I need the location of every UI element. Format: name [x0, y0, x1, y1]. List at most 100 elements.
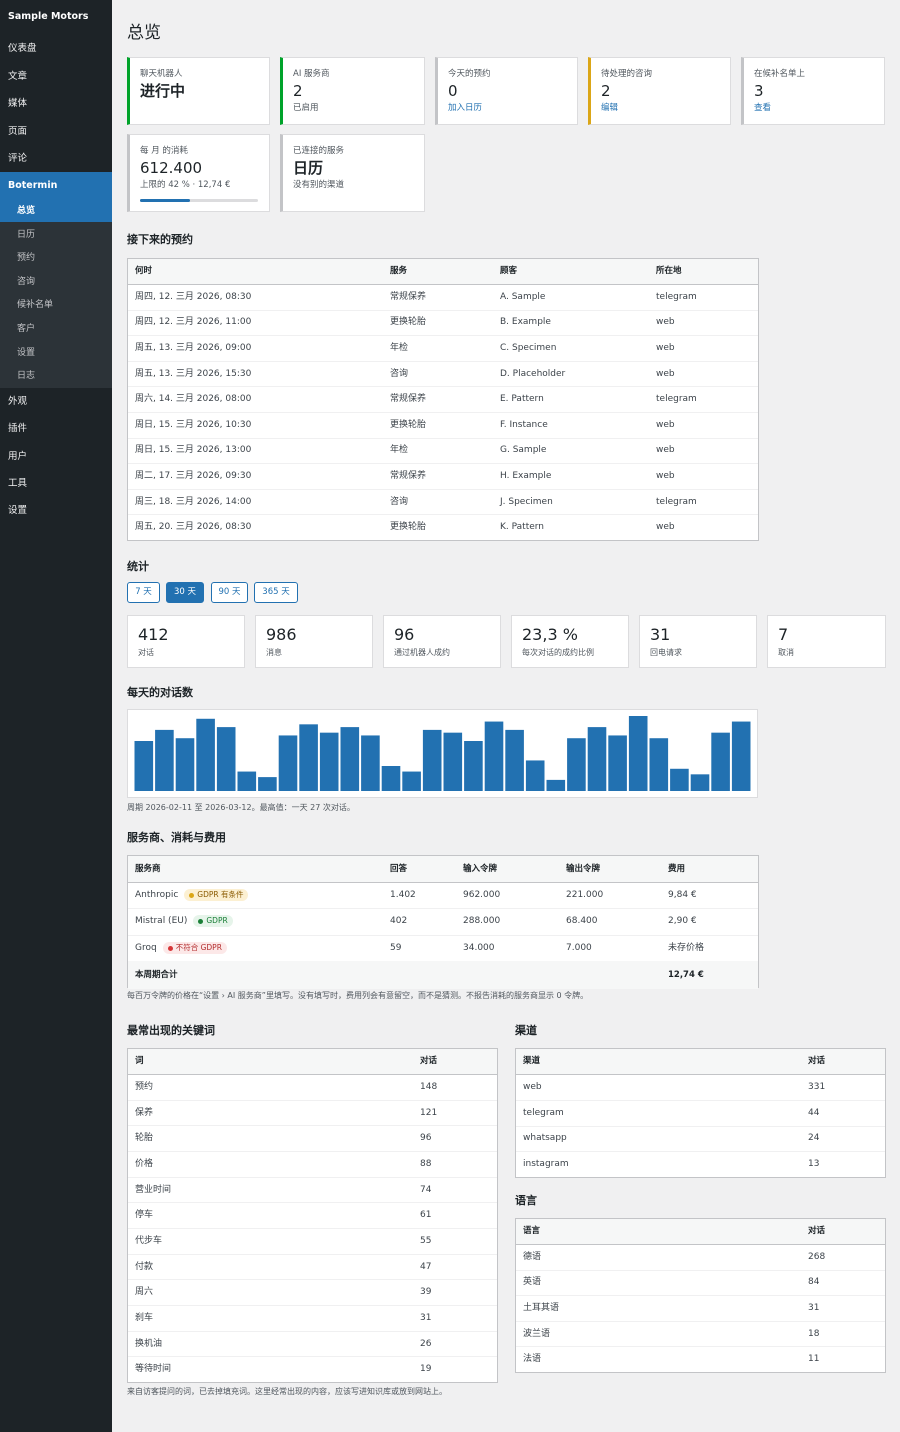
submenu-item[interactable]: 总览 — [17, 206, 36, 216]
table-cell: 价格 — [135, 1158, 154, 1169]
table-cell: 19 — [420, 1364, 432, 1375]
row-divider — [128, 437, 758, 439]
menu-item[interactable]: 设置 — [8, 505, 28, 517]
table-cell: C. Specimen — [500, 343, 557, 353]
menu-item[interactable]: 评论 — [8, 153, 28, 164]
submenu-item[interactable]: 客户 — [17, 324, 36, 334]
table-cell: web — [656, 343, 675, 353]
table-cell: 周四, 12. 三月 2026, 11:00 — [135, 317, 252, 328]
table-cell: web — [656, 419, 675, 430]
table-cell: 刹车 — [135, 1312, 154, 1323]
table-cell: 付款 — [135, 1261, 154, 1272]
row-divider — [128, 386, 758, 388]
bar — [484, 721, 504, 791]
menu-item[interactable]: 工具 — [8, 477, 28, 489]
submenu-item[interactable]: 日历 — [17, 229, 36, 240]
submenu-item[interactable]: 候补名单 — [17, 300, 54, 311]
table-cell: A. Sample — [500, 291, 546, 302]
table-cell: 26 — [420, 1338, 432, 1349]
row-divider — [128, 1279, 497, 1281]
range-button[interactable]: 7 天 — [127, 582, 160, 603]
row-divider — [128, 309, 758, 311]
card-link[interactable]: 查看 — [754, 103, 772, 113]
table-cell: 更换轮胎 — [390, 317, 427, 328]
column-header: 语言 — [523, 1226, 541, 1236]
table — [127, 258, 759, 541]
row-divider — [516, 1151, 885, 1153]
table-cell: 24 — [808, 1133, 820, 1144]
table-cell: 7.000 — [566, 942, 592, 953]
progress-track — [140, 199, 258, 202]
bar — [731, 721, 751, 791]
table-header — [516, 1049, 885, 1075]
submenu-item[interactable]: 设置 — [17, 347, 36, 358]
row-divider — [128, 335, 758, 337]
gdpr-badge: 不符合 GDPR — [162, 941, 227, 954]
total-row — [128, 960, 758, 989]
bar — [525, 760, 545, 791]
range-button[interactable]: 365 天 — [254, 582, 298, 603]
row-divider — [128, 1125, 497, 1127]
card-value: 日历 — [293, 159, 324, 177]
column-header: 何时 — [135, 266, 153, 276]
table-cell: J. Specimen — [500, 496, 553, 507]
table-cell: 周五, 13. 三月 2026, 09:00 — [135, 343, 252, 353]
total-cost: 12,74 € — [668, 970, 704, 981]
row-divider — [128, 514, 758, 516]
range-button[interactable]: 30 天 — [166, 582, 204, 603]
card-link[interactable]: 加入日历 — [448, 103, 483, 113]
menu-item[interactable]: 文章 — [8, 70, 28, 82]
table-cell: 68.400 — [566, 916, 598, 927]
range-button[interactable]: 90 天 — [211, 582, 248, 603]
menu-item[interactable]: 页面 — [8, 125, 28, 137]
row-divider — [516, 1269, 885, 1271]
row-divider — [128, 1228, 497, 1230]
row-divider — [128, 488, 758, 490]
menu-item[interactable]: 插件 — [8, 423, 28, 435]
submenu-item[interactable]: 日志 — [17, 371, 36, 382]
menu-item[interactable]: 外观 — [8, 396, 28, 407]
table-cell: 2,90 € — [668, 916, 697, 927]
table-cell: 轮胎 — [135, 1133, 154, 1144]
table-cell: 更换轮胎 — [390, 522, 427, 533]
row-divider — [128, 1330, 497, 1332]
chart-caption: 周期 2026-02-11 至 2026-03-12。最高值：一天 27 次对话… — [127, 803, 355, 812]
bar — [196, 718, 215, 791]
submenu-item[interactable]: 预约 — [17, 253, 36, 264]
table-cell: 61 — [420, 1210, 432, 1221]
table-cell: 84 — [808, 1277, 820, 1288]
stat-tile — [767, 615, 886, 668]
table-cell: 39 — [420, 1287, 432, 1298]
table-cell: web — [523, 1081, 542, 1092]
menu-item[interactable]: 仪表盘 — [8, 43, 37, 54]
card-sub: 已启用 — [293, 103, 319, 113]
bar — [402, 771, 421, 791]
menu-item-active[interactable]: Botermin — [8, 180, 58, 191]
menu-item[interactable]: 媒体 — [8, 98, 28, 109]
column-header: 费用 — [668, 863, 686, 874]
card-label: 每 月 的消耗 — [140, 146, 188, 156]
column-header: 输入令牌 — [463, 863, 498, 874]
row-divider — [128, 1176, 497, 1178]
bar — [134, 741, 154, 791]
bar — [711, 732, 730, 791]
card-sub: 没有别的渠道 — [293, 180, 345, 190]
table-cell: 74 — [420, 1184, 432, 1195]
tile-value: 412 — [138, 625, 169, 644]
card-link[interactable]: 编辑 — [601, 103, 619, 113]
table-cell: B. Example — [500, 317, 551, 328]
table-cell: 周三, 18. 三月 2026, 14:00 — [135, 496, 252, 507]
table-header — [128, 259, 758, 285]
table-cell: 96 — [420, 1133, 432, 1144]
tile-value: 31 — [650, 625, 671, 644]
column-header: 输出令牌 — [566, 863, 601, 874]
provider-name: Groq — [135, 942, 157, 953]
menu-active — [0, 172, 112, 222]
menu-item[interactable]: 用户 — [8, 450, 28, 462]
brand[interactable]: Sample Motors — [8, 11, 89, 22]
section-heading: 每天的对话数 — [127, 686, 193, 699]
row-divider — [128, 908, 758, 910]
submenu-item[interactable]: 咨询 — [17, 276, 36, 287]
bar — [670, 768, 689, 791]
